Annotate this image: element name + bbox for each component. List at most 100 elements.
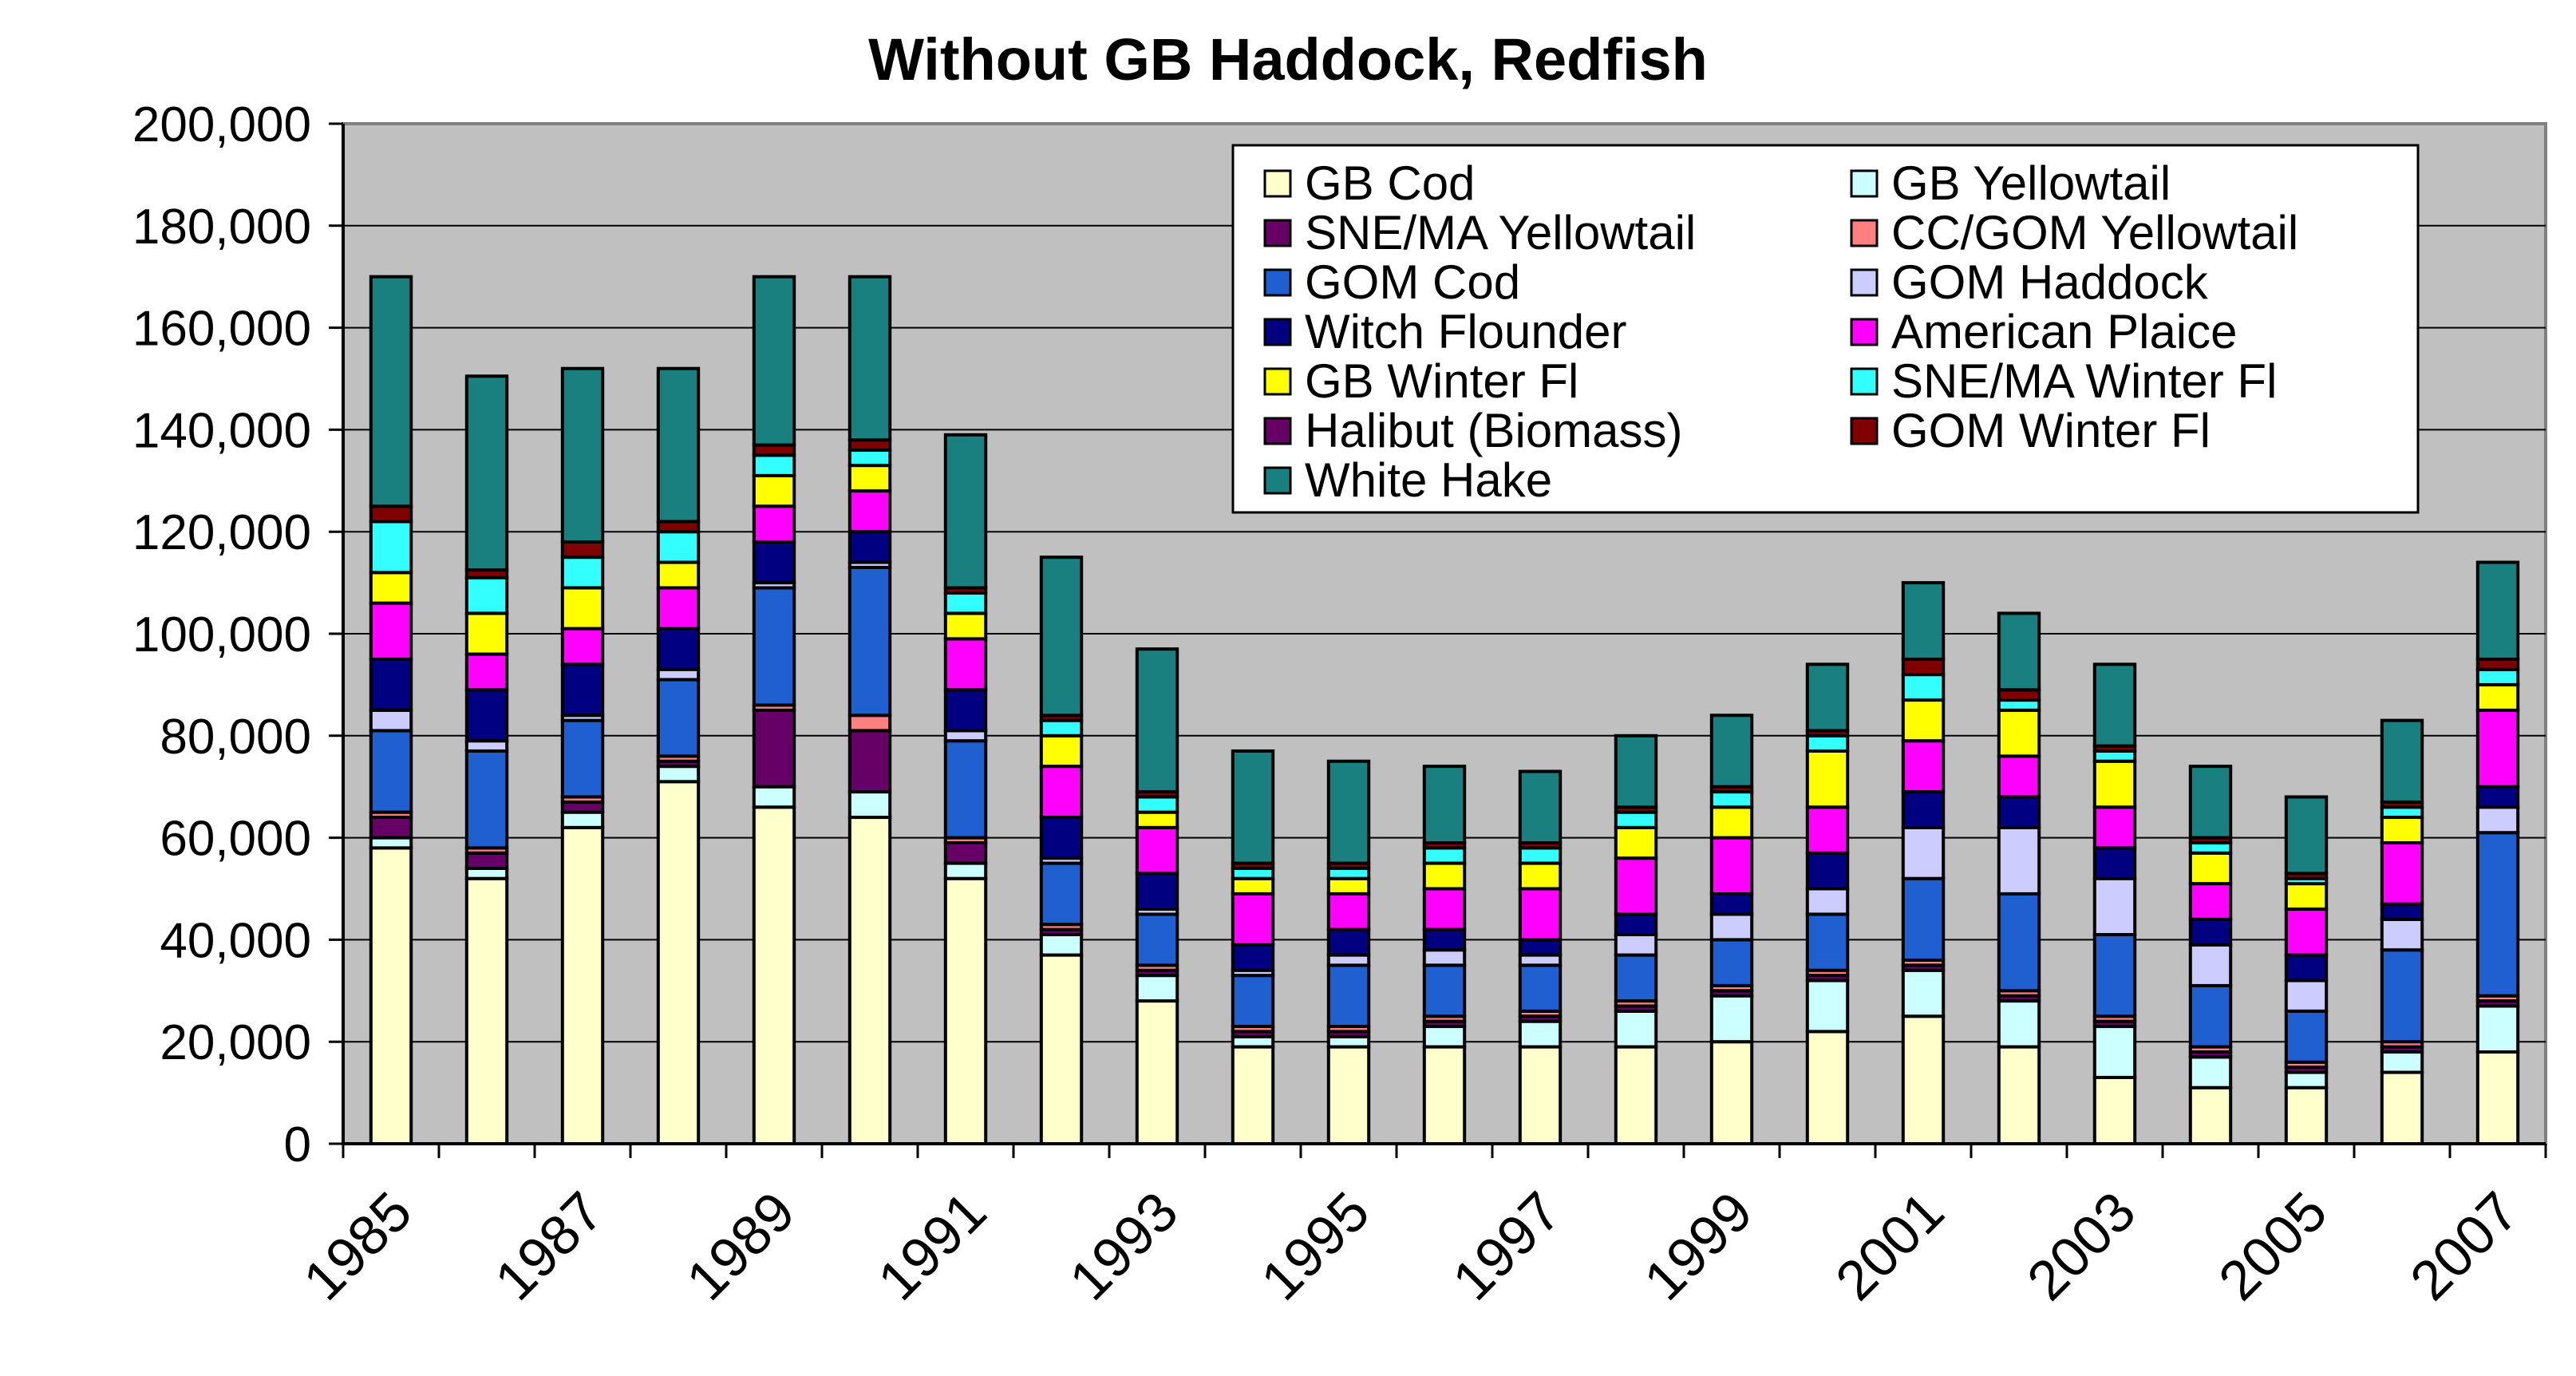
bar-segment	[2188, 765, 2233, 840]
legend-swatch	[1263, 268, 1292, 297]
bar-segment	[752, 453, 796, 477]
x-tick-label: 1999	[1632, 1180, 1764, 1311]
bar-segment	[2188, 983, 2233, 1049]
x-tick-label: 1995	[1249, 1180, 1381, 1311]
bar-segment	[464, 611, 509, 656]
bar-segment	[1901, 657, 1946, 677]
bar-segment	[1709, 790, 1754, 809]
bar-stack-1995	[1326, 759, 1371, 1145]
bar-segment	[2475, 805, 2520, 835]
bar-segment	[1901, 698, 1946, 743]
bar-segment	[656, 530, 701, 564]
bar-segment	[1518, 938, 1563, 957]
bar-stack-1990	[847, 275, 892, 1146]
bar-segment	[752, 540, 796, 585]
bar-segment	[1326, 927, 1371, 957]
bar-segment	[847, 489, 892, 534]
bar-segment	[1614, 953, 1658, 1003]
legend: GB Cod GB Yellowtail SNE/MA Yellowtail CC/G…	[1231, 144, 2420, 514]
legend-swatch	[1850, 219, 1879, 247]
bar-stack-1992	[1039, 556, 1084, 1145]
bar-segment	[656, 366, 701, 524]
bar-segment	[2092, 1025, 2137, 1079]
bar-segment	[1039, 733, 1084, 769]
bar-segment	[1709, 912, 1754, 942]
bar-segment	[1231, 876, 1275, 896]
bar-segment	[752, 586, 796, 707]
bar-segment	[752, 275, 796, 447]
y-tick-label: 180,000	[132, 200, 311, 255]
bar-segment	[1326, 1045, 1371, 1145]
bar-stack-1996	[1422, 765, 1467, 1145]
bar-segment	[1709, 1040, 1754, 1145]
bar-segment	[1518, 861, 1563, 891]
legend-swatch	[1263, 417, 1292, 445]
bar-stack-2005	[2284, 795, 2329, 1145]
bar-segment	[1422, 927, 1467, 952]
bar-segment	[1518, 963, 1563, 1013]
bar-stack-2002	[1997, 611, 2041, 1145]
bar-segment	[2380, 917, 2424, 952]
bar-segment	[1135, 825, 1179, 876]
bar-segment	[2092, 846, 2137, 880]
bar-segment	[943, 688, 988, 733]
bar-segment	[1422, 846, 1467, 865]
bar-stack-1991	[943, 433, 988, 1145]
x-tick-label: 1991	[866, 1180, 998, 1311]
bar-stack-1994	[1231, 749, 1275, 1145]
bar-segment	[2284, 1085, 2329, 1145]
bar-segment	[2188, 1085, 2233, 1145]
bar-segment	[1518, 846, 1563, 865]
legend-label: Halibut (Biomass)	[1305, 404, 1682, 457]
legend-item: SNE/MA Winter Fl	[1850, 354, 2277, 408]
bar-segment	[943, 637, 988, 692]
bar-segment	[560, 366, 605, 544]
legend-item: American Plaice	[1850, 305, 2238, 358]
bar-segment	[1614, 1045, 1658, 1145]
bar-segment	[369, 504, 413, 524]
x-tick-label: 1987	[483, 1180, 614, 1311]
bar-segment	[1039, 816, 1084, 860]
bar-segment	[1135, 974, 1179, 1003]
bar-segment	[656, 780, 701, 1145]
bar-stack-1985	[369, 275, 413, 1145]
legend-label: GOM Haddock	[1891, 255, 2209, 309]
bar-segment	[1709, 994, 1754, 1044]
bar-stack-2006	[2380, 718, 2424, 1146]
chart-title: Without GB Haddock, Redfish	[868, 26, 1708, 93]
bar-segment	[464, 851, 509, 870]
bar-stack-1986	[464, 374, 509, 1145]
bar-segment	[1901, 1014, 1946, 1145]
legend-item: GOM Haddock	[1850, 255, 2209, 309]
bar-segment	[464, 575, 509, 615]
bar-segment	[1614, 733, 1658, 809]
bar-segment	[1039, 718, 1084, 737]
bar-segment	[1326, 963, 1371, 1029]
bar-stack-1988	[656, 366, 701, 1145]
bar-segment	[847, 448, 892, 468]
bar-segment	[1997, 795, 2041, 829]
legend-swatch	[1850, 318, 1879, 346]
bar-segment	[847, 790, 892, 820]
bar-segment	[1231, 943, 1275, 972]
legend-label: GB Winter Fl	[1305, 354, 1578, 408]
bar-segment	[656, 627, 701, 671]
bar-segment	[1422, 1045, 1467, 1145]
bar-segment	[1614, 825, 1658, 860]
bar-segment	[1805, 851, 1850, 891]
legend-label: SNE/MA Yellowtail	[1305, 206, 1696, 259]
bar-segment	[369, 601, 413, 661]
legend-swatch	[1263, 219, 1292, 247]
bar-segment	[2092, 933, 2137, 1018]
bar-segment	[1326, 892, 1371, 931]
bar-segment	[560, 718, 605, 799]
bar-segment	[2092, 805, 2137, 850]
bar-segment	[1805, 979, 1850, 1034]
bar-segment	[1231, 1045, 1275, 1145]
bar-segment	[560, 825, 605, 1145]
bar-segment	[2092, 662, 2137, 748]
legend-swatch	[1263, 318, 1292, 346]
legend-item: White Hake	[1263, 453, 1552, 507]
legend-label: SNE/MA Winter Fl	[1891, 354, 2277, 408]
